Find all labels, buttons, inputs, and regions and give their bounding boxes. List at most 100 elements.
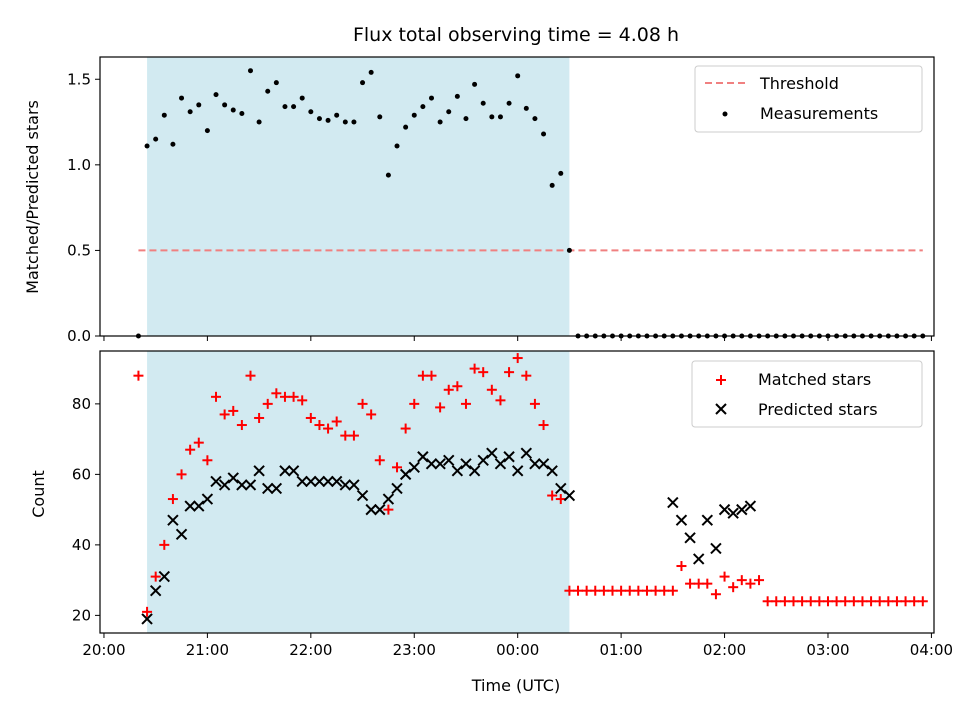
predicted-point: [184, 500, 196, 512]
measurement-point: [489, 114, 495, 120]
matched-point: [374, 455, 385, 466]
measurement-point: [566, 247, 572, 253]
measurement-point: [273, 80, 279, 86]
matched-point: [150, 571, 161, 582]
measurement-point: [291, 104, 297, 110]
y-tick-label: 1.5: [67, 70, 91, 88]
measurement-point: [282, 104, 288, 110]
legend-bottom-box: [691, 360, 923, 428]
matched-point: [650, 585, 661, 596]
predicted-point: [710, 542, 722, 555]
matched-point: [607, 585, 618, 596]
measurement-point: [385, 172, 391, 178]
matched-point: [478, 367, 489, 378]
matched-point: [564, 585, 575, 596]
measurement-point: [541, 131, 547, 137]
measurement-point: [454, 93, 460, 99]
matched-point: [840, 596, 851, 607]
matched-point: [460, 398, 471, 409]
matched-point: [219, 409, 230, 420]
measurement-point: [394, 143, 400, 149]
measurement-point: [334, 112, 340, 118]
predicted-point: [167, 514, 179, 526]
x-tick-label: 21:00: [186, 641, 229, 659]
x-tick-label: 04:00: [910, 641, 953, 659]
matched-point: [917, 596, 928, 607]
matched-point: [443, 384, 454, 395]
legend-threshold-label: Threshold: [759, 74, 839, 93]
predicted-point: [356, 489, 369, 502]
legend-predicted-label: Predicted stars: [758, 400, 878, 419]
matched-point: [512, 353, 523, 364]
measurement-point: [411, 112, 417, 118]
predicted-point: [287, 465, 300, 477]
bottom-y-axis-label: Count: [29, 470, 48, 518]
x-axis-label: Time (UTC): [471, 676, 560, 695]
matched-point: [573, 585, 584, 596]
matched-point: [133, 370, 144, 381]
measurement-point: [351, 119, 357, 125]
matched-point: [245, 370, 256, 381]
predicted-point: [529, 458, 541, 470]
matched-point: [159, 539, 170, 550]
predicted-point: [201, 493, 214, 505]
matched-point: [236, 420, 247, 431]
measurement-point: [316, 116, 322, 122]
matched-point: [185, 444, 196, 455]
matched-point: [616, 585, 627, 596]
bottom-panel: 20 40 60 80 20:00 21:00 22:00 23:00 00:00 01:00 02…: [72, 350, 953, 659]
matched-point: [288, 391, 299, 402]
matched-point: [736, 575, 747, 586]
chart-title: Flux total observing time = 4.08 h: [353, 24, 679, 46]
matched-point: [409, 398, 420, 409]
y-tick-label: 0.0: [67, 327, 91, 345]
predicted-point: [270, 482, 283, 495]
measurement-point: [187, 109, 193, 115]
y-tick-label: 40: [72, 536, 91, 554]
matched-point: [426, 370, 437, 381]
matched-point: [814, 596, 825, 607]
matched-point: [504, 367, 515, 378]
predicted-point: [494, 458, 507, 470]
y-tick-label: 20: [72, 606, 91, 624]
predicted-point: [322, 475, 334, 488]
predicted-point: [158, 570, 171, 583]
predicted-point: [477, 454, 489, 466]
matched-point: [805, 596, 816, 607]
predicted-point: [417, 451, 429, 463]
matched-point: [495, 395, 506, 406]
matched-point: [383, 504, 394, 515]
matched-point: [435, 402, 446, 413]
predicted-point: [149, 584, 162, 597]
measurement-point: [247, 68, 253, 74]
x-tick-label: 01:00: [600, 641, 643, 659]
matched-point: [400, 423, 411, 434]
matched-point: [685, 578, 696, 589]
legend-top: Threshold Measurements: [694, 65, 923, 133]
predicted-point: [236, 479, 248, 491]
matched-point: [529, 398, 540, 409]
matched-point: [392, 462, 403, 473]
matched-point: [857, 596, 868, 607]
matched-point: [331, 416, 342, 427]
y-tick-label: 1.0: [67, 156, 91, 174]
matched-point: [866, 596, 877, 607]
predicted-point: [391, 482, 403, 495]
predicted-point: [244, 479, 257, 491]
matched-point: [469, 363, 480, 374]
predicted-point: [692, 553, 705, 565]
measurement-point: [230, 107, 236, 113]
matched-point: [676, 561, 687, 572]
predicted-point: [503, 451, 515, 463]
matched-point: [702, 578, 713, 589]
matched-point: [641, 585, 652, 596]
matched-point: [883, 596, 894, 607]
measurement-point: [342, 119, 348, 125]
measurement-point: [170, 141, 176, 147]
measurement-point: [239, 110, 245, 116]
predicted-point: [555, 482, 567, 495]
measurement-point: [506, 100, 512, 106]
predicted-point: [443, 454, 455, 466]
measurement-point: [265, 88, 271, 94]
measurement-point: [377, 114, 383, 120]
